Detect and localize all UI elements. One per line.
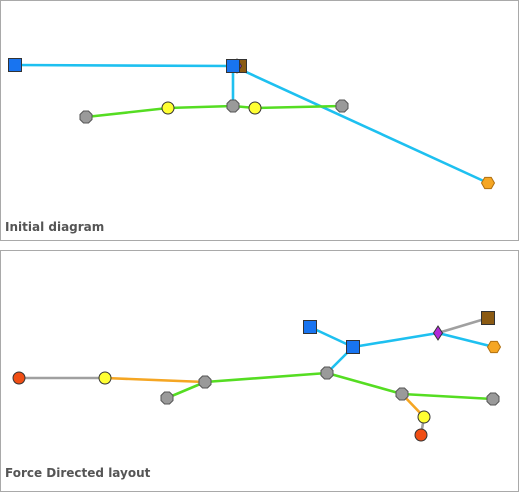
node-circle-y1 [98, 371, 112, 385]
initial-diagram-panel: Initial diagram [0, 0, 519, 241]
node-octagon-g3 [335, 99, 349, 113]
edge-sq1-sq2 [13, 63, 235, 68]
node-square-br1 [481, 311, 495, 325]
node-square-sq2 [346, 340, 360, 354]
node-circle-r1 [12, 371, 26, 385]
edge-sq2-or1 [231, 64, 490, 185]
node-hexagon-or1 [480, 176, 496, 190]
node-octagon-g1 [160, 391, 174, 405]
node-circle-y2 [417, 410, 431, 424]
edge-dm1-or1 [436, 331, 496, 349]
edge-y2-g3 [253, 104, 344, 110]
edge-g1-y1 [84, 106, 170, 119]
edge-dm1-br1 [436, 316, 490, 335]
edge-sq1-sq2 [308, 325, 355, 349]
node-circle-r2 [414, 428, 428, 442]
edge-sq2-dm1 [351, 331, 440, 349]
node-octagon-g1 [79, 110, 93, 124]
node-octagon-g2 [226, 99, 240, 113]
initial-diagram-canvas [8, 58, 496, 190]
edge-y1-g2 [103, 376, 207, 384]
force-directed-panel: Force Directed layout [0, 250, 519, 492]
node-diamond-dm1 [432, 325, 444, 341]
node-square-sq2 [226, 59, 240, 73]
node-octagon-g3 [320, 366, 334, 380]
force-directed-caption: Force Directed layout [5, 466, 151, 480]
initial-diagram-caption: Initial diagram [5, 220, 105, 234]
node-square-sq1 [8, 58, 22, 72]
node-circle-y1 [161, 101, 175, 115]
node-square-sq1 [303, 320, 317, 334]
node-octagon-g4 [395, 387, 409, 401]
edge-g2-g3 [203, 371, 329, 384]
edge-g3-g4 [325, 371, 404, 396]
node-octagon-g5 [486, 392, 500, 406]
force-directed-canvas [12, 311, 502, 442]
node-circle-y2 [248, 101, 262, 115]
node-hexagon-or1 [486, 340, 502, 354]
node-octagon-g2 [198, 375, 212, 389]
edge-y1-g2 [166, 104, 235, 110]
edge-g4-g5 [400, 392, 495, 401]
